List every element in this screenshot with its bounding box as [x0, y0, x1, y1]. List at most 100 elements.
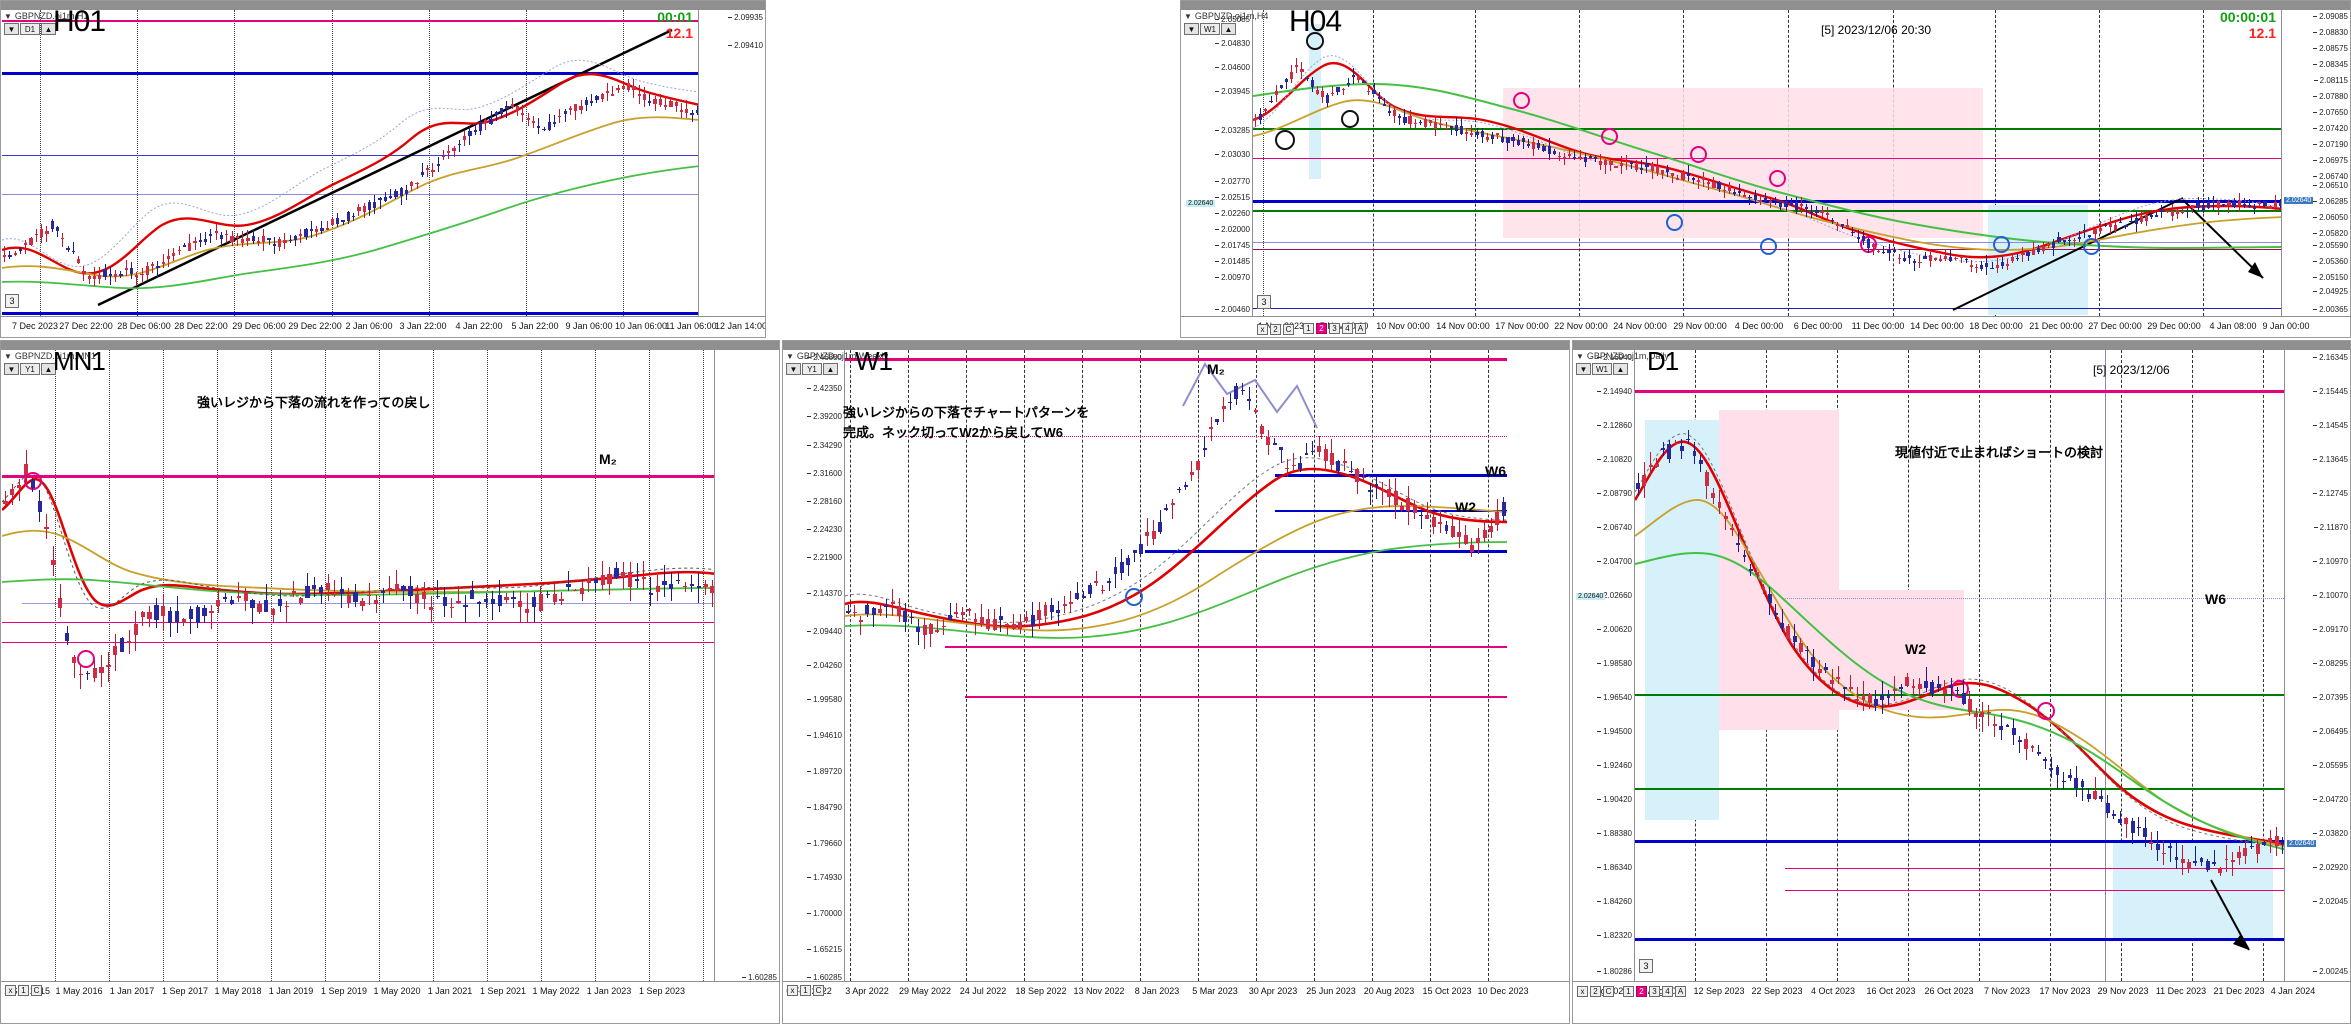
candle-body — [2263, 201, 2267, 206]
template-buttons-d1[interactable]: 1 2 3 4 A — [1623, 986, 1686, 997]
candle-body — [2030, 746, 2035, 749]
candle-body — [219, 235, 224, 239]
chart-index-button[interactable]: 2 — [1270, 324, 1281, 335]
chart-index-button[interactable]: 1 — [18, 985, 29, 996]
candle-body — [865, 604, 870, 614]
close-icon[interactable]: x — [1257, 324, 1268, 335]
timeframe-value[interactable]: W1 — [1200, 23, 1220, 35]
candle-body — [1899, 687, 1903, 689]
time-axis-mn1[interactable]: 1 Sep 2015 1 May 2016 1 Jan 2017 1 Sep 2… — [1, 981, 779, 1006]
chevron-down-icon[interactable]: ▼ — [4, 12, 12, 21]
plot-area-h01[interactable] — [2, 10, 700, 316]
time-axis-h01[interactable]: 7 Dec 2023 27 Dec 22:00 28 Dec 06:00 28 … — [1, 316, 765, 337]
candle-body — [547, 122, 551, 131]
close-icon[interactable]: x — [1577, 986, 1588, 997]
timeframe-selector-w1[interactable]: ▼ Y1 ▲ — [786, 363, 838, 375]
chart-index-button[interactable]: 2 — [1590, 986, 1601, 997]
chart-pane-h04[interactable]: 2.05085 2.04830 2.04600 2.03945 2.03285 … — [1180, 0, 2351, 338]
time-axis-d1[interactable]: 21 Aug 2023 31 Aug 2023 12 Sep 2023 22 S… — [1573, 981, 2350, 1006]
candle-body — [1660, 170, 1665, 174]
timeframe-up-button[interactable]: ▲ — [1221, 23, 1236, 35]
corner-buttons-h04[interactable]: x 2 C — [1257, 324, 1294, 335]
timeframe-selector-h01[interactable]: ▼ D1 ▲ — [4, 23, 56, 35]
candle-body — [674, 102, 678, 106]
plot-area-mn1[interactable] — [2, 350, 716, 981]
template-buttons-h04[interactable]: 1 2 3 4 A — [1303, 323, 1366, 334]
chevron-down-icon[interactable]: ▼ — [786, 352, 794, 361]
chart-mode-button[interactable]: C — [31, 985, 42, 996]
chart-pane-w1[interactable]: 2.46880 2.42350 2.39200 2.34290 2.31600 … — [782, 340, 1570, 1024]
timeframe-down-button[interactable]: ▼ — [4, 363, 19, 375]
corner-buttons-d1[interactable]: x 2 C — [1577, 986, 1614, 997]
time-tick: 1 Jan 2019 — [268, 986, 314, 996]
template-button-4[interactable]: 4 — [1662, 986, 1673, 997]
candle-body — [2103, 224, 2107, 227]
candle-body — [1326, 95, 1330, 104]
price-scale-mn1[interactable]: 1.60285 — [714, 350, 779, 982]
template-button-2[interactable]: 2 — [1636, 986, 1647, 997]
candle-body — [1815, 209, 1819, 213]
chart-mode-button[interactable]: C — [1603, 986, 1614, 997]
price-scale-w1[interactable]: 2.46880 2.42350 2.39200 2.34290 2.31600 … — [784, 350, 845, 982]
template-button-4[interactable]: 4 — [1342, 323, 1353, 334]
corner-buttons-w1[interactable]: x 1 C — [787, 985, 824, 996]
template-button-3[interactable]: 3 — [1329, 323, 1340, 334]
timeframe-value[interactable]: W1 — [1592, 363, 1612, 375]
template-button-a[interactable]: A — [1355, 323, 1366, 334]
chevron-down-icon[interactable]: ▼ — [1184, 12, 1192, 21]
chart-mode-button[interactable]: C — [813, 985, 824, 996]
plot-area-h04[interactable] — [1253, 10, 2283, 316]
chart-pane-h01[interactable]: 2.09935 2.09410 7 Dec 2023 27 Dec 22:00 … — [0, 0, 766, 338]
timeframe-up-button[interactable]: ▲ — [41, 23, 56, 35]
candle-body — [1964, 258, 1968, 261]
timeframe-up-button[interactable]: ▲ — [1613, 363, 1628, 375]
plot-area-w1[interactable] — [845, 350, 1507, 981]
price-scale-h01[interactable]: 2.09935 2.09410 — [698, 10, 765, 316]
chart-pane-d1[interactable]: 2.16940 2.14940 2.12860 2.10820 2.08790 … — [1572, 340, 2351, 1024]
period-badge-h04[interactable]: 3 — [1257, 295, 1271, 309]
signal-circle-magenta — [1951, 680, 1969, 698]
template-button-2[interactable]: 2 — [1316, 323, 1327, 334]
price-scale-left-h04[interactable]: 2.05085 2.04830 2.04600 2.03945 2.03285 … — [1182, 10, 1253, 316]
chart-pane-mn1[interactable]: 1.60285 1 Sep 2015 1 May 2016 1 Jan 2017… — [0, 340, 780, 1024]
timeframe-down-button[interactable]: ▼ — [1184, 23, 1199, 35]
period-badge-d1[interactable]: 3 — [1639, 959, 1653, 973]
timeframe-value[interactable]: Y1 — [20, 363, 40, 375]
template-button-a[interactable]: A — [1675, 986, 1686, 997]
price-scale-h04[interactable]: 2.09085 2.08830 2.08575 2.08345 2.08115 … — [2281, 10, 2350, 316]
plot-area-d1[interactable] — [1635, 350, 2286, 981]
candle-body — [1676, 178, 1680, 180]
timeframe-value[interactable]: D1 — [20, 23, 40, 35]
timeframe-down-button[interactable]: ▼ — [1576, 363, 1591, 375]
timeframe-value[interactable]: Y1 — [802, 363, 822, 375]
session-timer-h01: 00:01 12.1 — [657, 9, 693, 41]
timeframe-down-button[interactable]: ▼ — [4, 23, 19, 35]
chart-index-button[interactable]: 1 — [800, 985, 811, 996]
template-button-3[interactable]: 3 — [1649, 986, 1660, 997]
price-scale-left-d1[interactable]: 2.16940 2.14940 2.12860 2.10820 2.08790 … — [1574, 350, 1635, 981]
time-tick: 3 Jan 22:00 — [399, 321, 447, 331]
grid-vline — [966, 350, 967, 981]
close-icon[interactable]: x — [5, 985, 16, 996]
timeframe-selector-mn1[interactable]: ▼ Y1 ▲ — [4, 363, 56, 375]
timeframe-selector-h04[interactable]: ▼ W1 ▲ — [1184, 23, 1236, 35]
close-icon[interactable]: x — [787, 985, 798, 996]
time-axis-w1[interactable]: 6 Feb 2022 3 Apr 2022 29 May 2022 24 Jul… — [783, 981, 1569, 1006]
timeframe-down-button[interactable]: ▼ — [786, 363, 801, 375]
period-badge-h01[interactable]: 3 — [5, 294, 19, 308]
candle-body — [1298, 462, 1303, 469]
corner-buttons-mn1[interactable]: x 1 C — [5, 985, 42, 996]
timeframe-selector-d1[interactable]: ▼ W1 ▲ — [1576, 363, 1628, 375]
chart-mode-button[interactable]: C — [1283, 324, 1294, 335]
price-tick: 1.80286 — [1597, 967, 1632, 976]
template-button-1[interactable]: 1 — [1303, 323, 1314, 334]
chevron-down-icon[interactable]: ▼ — [1576, 352, 1584, 361]
candle-body — [2205, 861, 2210, 870]
timeframe-up-button[interactable]: ▲ — [823, 363, 838, 375]
price-scale-d1[interactable]: 2.16345 2.15445 2.14545 2.13645 2.12745 … — [2284, 350, 2350, 981]
template-button-1[interactable]: 1 — [1623, 986, 1634, 997]
candle-body — [1234, 385, 1239, 400]
timeframe-up-button[interactable]: ▲ — [41, 363, 56, 375]
candle-body — [1158, 521, 1163, 532]
chevron-down-icon[interactable]: ▼ — [4, 352, 12, 361]
